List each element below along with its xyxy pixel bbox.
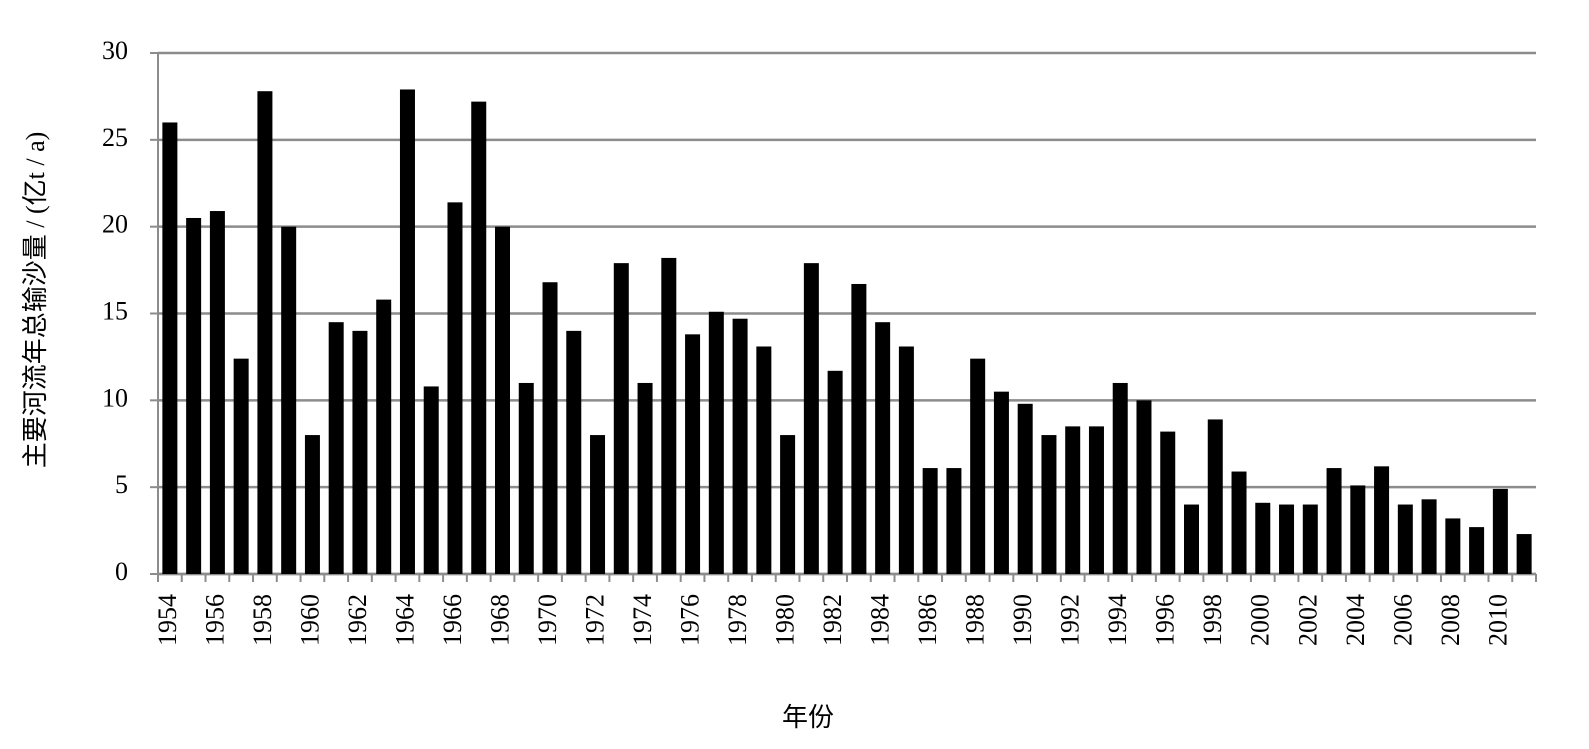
- x-tick-label: 1962: [343, 594, 372, 646]
- bar: [637, 382, 653, 574]
- bar: [1374, 466, 1390, 574]
- x-tick-label: 1960: [295, 594, 324, 646]
- x-tick-label: 2002: [1293, 594, 1322, 646]
- bar: [328, 322, 344, 574]
- bar: [257, 91, 273, 574]
- x-tick-label: 1970: [533, 594, 562, 646]
- bar: [1017, 403, 1033, 574]
- x-tick-label: 1978: [723, 594, 752, 646]
- bar: [304, 435, 320, 574]
- bar: [803, 263, 819, 574]
- bar: [685, 334, 701, 574]
- bar: [1160, 431, 1176, 574]
- y-axis-title: 主要河流年总输沙量 / (亿t / a): [21, 132, 50, 469]
- x-tick-label: 1992: [1056, 594, 1085, 646]
- bar: [780, 435, 796, 574]
- bar: [756, 346, 772, 574]
- x-tick-label: 1994: [1103, 594, 1132, 646]
- bar: [209, 211, 225, 574]
- bar: [376, 299, 392, 574]
- bar: [1207, 419, 1223, 574]
- x-tick-label: 2010: [1483, 594, 1512, 646]
- bar: [1326, 468, 1342, 574]
- x-tick-label: 1980: [771, 594, 800, 646]
- bar: [566, 330, 582, 574]
- x-tick-label: 1968: [485, 594, 514, 646]
- bar: [447, 202, 463, 574]
- x-tick-label: 1954: [153, 594, 182, 646]
- x-axis-title: 年份: [782, 703, 834, 732]
- bar: [1469, 527, 1485, 574]
- bar: [542, 282, 558, 574]
- bar: [613, 263, 629, 574]
- bar: [1445, 518, 1461, 574]
- x-tick-label: 1972: [581, 594, 610, 646]
- bar: [1516, 534, 1532, 574]
- y-tick-label: 15: [102, 296, 128, 325]
- x-tick-label: 1976: [676, 594, 705, 646]
- bar: [186, 217, 202, 574]
- y-tick-label: 0: [115, 557, 128, 586]
- bar: [162, 122, 178, 574]
- y-tick-label: 5: [115, 470, 128, 499]
- bar: [352, 330, 368, 574]
- x-tick-label: 2004: [1341, 594, 1370, 646]
- x-tick-label: 1974: [628, 594, 657, 646]
- bar: [946, 468, 962, 574]
- x-tick-label: 1956: [200, 594, 229, 646]
- bar: [1231, 471, 1247, 574]
- bar: [993, 391, 1009, 574]
- bar: [1350, 485, 1366, 574]
- bar: [590, 435, 606, 574]
- x-tick-label: 1982: [818, 594, 847, 646]
- bar: [1065, 426, 1081, 574]
- bar: [1397, 504, 1413, 574]
- bar: [851, 283, 867, 574]
- x-tick-label: 1984: [866, 594, 895, 646]
- y-tick-label: 20: [102, 210, 128, 239]
- bar: [471, 101, 487, 575]
- bar: [1088, 426, 1104, 574]
- bar: [423, 386, 439, 574]
- y-tick-label: 25: [102, 123, 128, 152]
- bar: [1136, 400, 1152, 574]
- y-tick-label: 30: [102, 36, 128, 65]
- x-tick-label: 1998: [1198, 594, 1227, 646]
- bar: [875, 322, 891, 574]
- x-tick-label: 1996: [1151, 594, 1180, 646]
- bar: [1492, 488, 1508, 574]
- bar: [1421, 499, 1437, 574]
- x-tick-label: 1988: [961, 594, 990, 646]
- bar: [233, 358, 249, 574]
- x-tick-label: 2000: [1246, 594, 1275, 646]
- x-tick-label: 1986: [913, 594, 942, 646]
- bar: [732, 318, 748, 574]
- x-tick-label: 1966: [438, 594, 467, 646]
- bar: [1279, 504, 1295, 574]
- bar: [1041, 435, 1057, 574]
- bar: [281, 226, 297, 574]
- bar: [898, 346, 914, 574]
- bar: [1255, 502, 1271, 574]
- bar: [827, 370, 843, 574]
- x-tick-label: 2008: [1436, 594, 1465, 646]
- x-tick-label: 1990: [1008, 594, 1037, 646]
- bar: [708, 311, 724, 574]
- x-tick-label: 1964: [390, 594, 419, 646]
- x-tick-label: 1958: [248, 594, 277, 646]
- y-tick-label: 10: [102, 383, 128, 412]
- bar: [922, 468, 938, 574]
- bar: [970, 358, 986, 574]
- bar: [495, 226, 510, 574]
- bar: [399, 89, 415, 574]
- bar: [1184, 504, 1199, 574]
- bar: [1112, 382, 1128, 574]
- bar: [518, 382, 534, 574]
- x-tick-label: 2006: [1388, 594, 1417, 646]
- bar: [661, 257, 677, 574]
- bar: [1302, 504, 1318, 574]
